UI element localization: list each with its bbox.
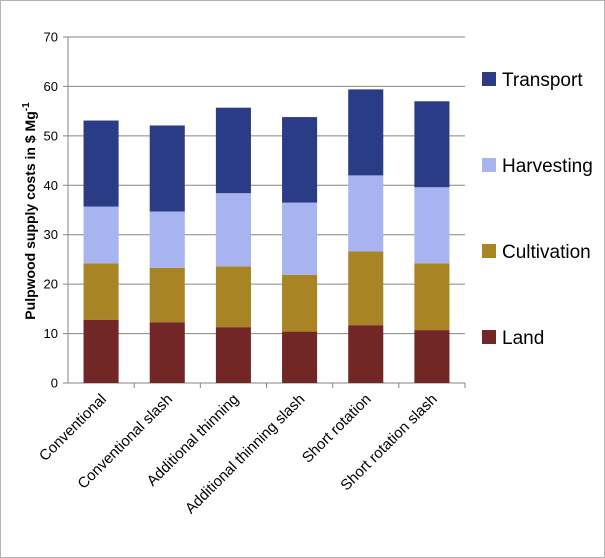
y-tick-label: 10 (44, 326, 58, 341)
bar-segment-transport (282, 117, 318, 203)
bar-segment-transport (414, 101, 450, 188)
bar-segment-harvesting (282, 202, 318, 275)
y-tick-label: 50 (44, 128, 58, 143)
legend-label-transport: Transport (502, 70, 583, 91)
bar-segment-cultivation (215, 266, 251, 328)
legend: Transport Harvesting Cultivation Land (482, 70, 593, 349)
bar-segment-transport (83, 120, 119, 207)
y-tick-label: 70 (44, 30, 58, 45)
bar-segment-transport (348, 89, 384, 176)
bar-segment-harvesting (149, 211, 185, 268)
bar-segment-transport (215, 107, 251, 194)
bar-segment-harvesting (215, 193, 251, 267)
bar-segment-land (282, 331, 318, 383)
bars (83, 89, 450, 383)
bar-segment-harvesting (414, 187, 450, 264)
y-tick-label: 0 (51, 376, 58, 391)
bar-segment-harvesting (348, 175, 384, 252)
y-tick-label: 60 (44, 79, 58, 94)
y-tick-labels: 0 10 20 30 40 50 60 70 (44, 30, 58, 391)
legend-swatch-cultivation (482, 244, 496, 258)
y-axis-label: Pulpwood supply costs in $ Mg-1 (21, 102, 38, 320)
y-tick-label: 20 (44, 277, 58, 292)
x-tick-label: Conventional (36, 391, 110, 465)
bar-segment-cultivation (83, 263, 119, 320)
bar-segment-land (83, 319, 119, 383)
bar-segment-cultivation (348, 251, 384, 326)
legend-label-cultivation: Cultivation (502, 242, 591, 263)
bar-segment-cultivation (149, 267, 185, 323)
bar-segment-cultivation (282, 274, 318, 332)
y-axis-label-main: Pulpwood supply costs in $ Mg (22, 111, 38, 319)
axes (63, 36, 466, 388)
bar-segment-transport (149, 125, 185, 212)
y-tick-label: 40 (44, 178, 58, 193)
legend-swatch-harvesting (482, 158, 496, 172)
gridlines (68, 36, 465, 335)
bar-segment-cultivation (414, 263, 450, 331)
legend-swatch-land (482, 330, 496, 344)
x-tick-label: Additional thinning slash (182, 391, 308, 517)
legend-swatch-transport (482, 72, 496, 86)
y-axis-label-superscript: -1 (21, 102, 32, 111)
bar-segment-land (414, 330, 450, 383)
bar-segment-land (348, 325, 384, 383)
bar-segment-land (215, 327, 251, 383)
y-tick-label: 30 (44, 227, 58, 242)
legend-label-land: Land (502, 328, 544, 349)
legend-label-harvesting: Harvesting (502, 156, 593, 177)
bar-segment-land (149, 322, 185, 383)
bar-segment-harvesting (83, 206, 119, 264)
